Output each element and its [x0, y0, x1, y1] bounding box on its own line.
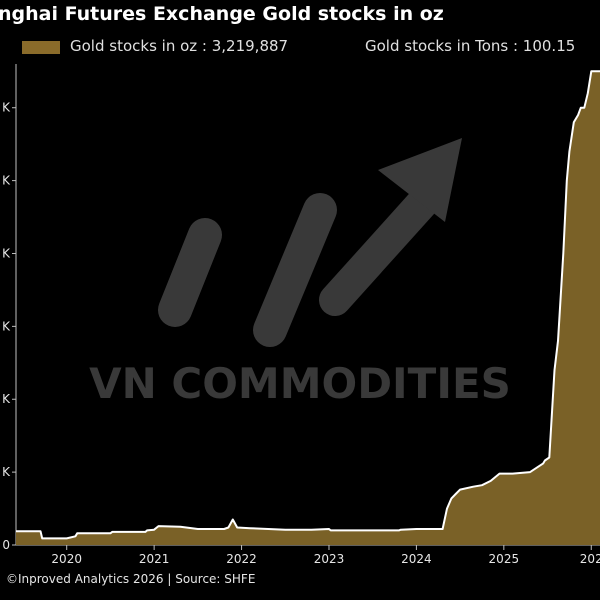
- y-tick-label: 0: [2, 538, 10, 552]
- plot-area: [16, 70, 600, 546]
- y-tick-label: K: [2, 392, 11, 406]
- gold-stocks-area: [16, 71, 600, 546]
- x-tick-label: 2020: [51, 552, 82, 566]
- chart-title: nghai Futures Exchange Gold stocks in oz: [0, 3, 444, 25]
- x-tick-label: 202: [580, 552, 600, 566]
- x-tick-label: 2025: [489, 552, 520, 566]
- y-tick-label: K: [2, 174, 11, 188]
- gold-stocks-line: [16, 70, 600, 540]
- x-tick-label: 2021: [139, 552, 170, 566]
- y-tick-label: K: [2, 465, 11, 479]
- y-tick-label: K: [2, 319, 11, 333]
- legend-label-tons: Gold stocks in Tons : 100.15: [365, 37, 576, 55]
- footer-source: ©Inproved Analytics 2026 | Source: SHFE: [6, 572, 256, 586]
- x-tick-label: 2023: [314, 552, 345, 566]
- legend-swatch: [22, 41, 60, 54]
- legend-label-oz: Gold stocks in oz : 3,219,887: [70, 37, 289, 55]
- y-tick-label: K: [2, 246, 11, 260]
- x-tick-label: 2022: [226, 552, 257, 566]
- watermark-text: VN COMMODITIES: [89, 359, 511, 408]
- legend: Gold stocks in oz : 3,219,887 Gold stock…: [0, 36, 600, 60]
- watermark-logo: VN COMMODITIES: [89, 138, 511, 408]
- y-tick-label: K: [2, 101, 11, 115]
- x-tick-label: 2024: [401, 552, 432, 566]
